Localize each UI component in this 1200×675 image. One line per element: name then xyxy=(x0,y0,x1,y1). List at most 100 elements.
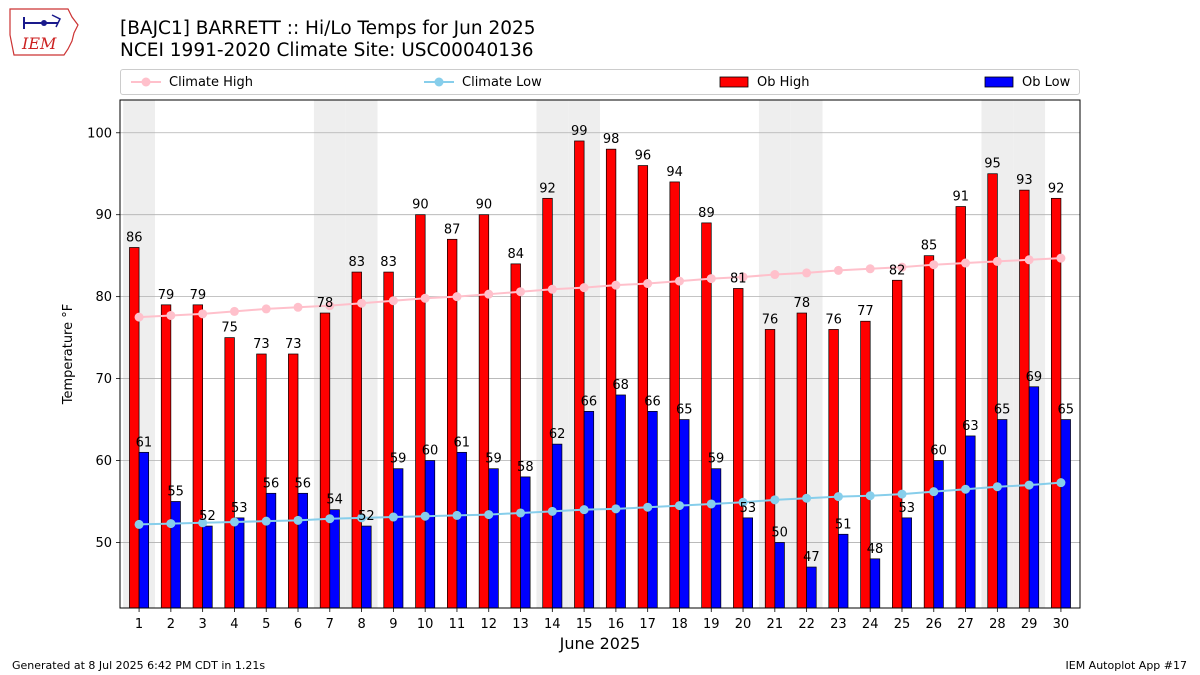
point-climate-low-18 xyxy=(674,501,684,511)
label-ob-low-19: 59 xyxy=(708,452,725,467)
point-climate-low-28 xyxy=(992,482,1002,492)
bar-ob-low-20 xyxy=(742,517,753,609)
chart-title: [BAJC1] BARRETT :: Hi/Lo Temps for Jun 2… xyxy=(120,18,536,39)
bar-ob-low-14 xyxy=(551,443,563,609)
bar-ob-low-10 xyxy=(424,460,436,609)
bar-ob-high-28 xyxy=(987,173,998,609)
label-ob-low-30: 65 xyxy=(1057,403,1074,418)
label-ob-low-11: 61 xyxy=(453,435,470,450)
bar-ob-high-21 xyxy=(764,329,776,609)
app-label: IEM Autoplot App #17 xyxy=(1065,659,1188,672)
point-climate-high-7 xyxy=(325,301,335,311)
point-climate-high-13 xyxy=(516,287,526,297)
label-ob-low-15: 66 xyxy=(581,394,598,409)
label-ob-low-1: 61 xyxy=(136,435,153,450)
point-climate-low-3 xyxy=(198,518,208,528)
xtick-label-1: 1 xyxy=(135,617,143,632)
legend-item-climate-high: Climate High xyxy=(131,74,253,90)
label-ob-low-14: 62 xyxy=(549,427,566,442)
xtick-label-17: 17 xyxy=(639,617,656,632)
xtick-label-6: 6 xyxy=(294,617,302,632)
label-ob-low-12: 59 xyxy=(485,452,502,467)
point-climate-low-8 xyxy=(357,513,367,523)
point-climate-low-22 xyxy=(802,493,812,503)
bar-ob-high-24 xyxy=(860,320,871,609)
label-ob-low-28: 65 xyxy=(994,403,1011,418)
point-climate-high-15 xyxy=(579,283,589,293)
bar-ob-low-3 xyxy=(202,525,213,609)
legend-swatch-ob-high xyxy=(719,76,749,88)
line-climate-low xyxy=(139,481,1062,526)
xtick-label-9: 9 xyxy=(389,617,397,632)
legend-label-ob-high: Ob High xyxy=(757,74,810,90)
label-ob-high-21: 76 xyxy=(762,312,779,327)
xtick-label-3: 3 xyxy=(199,617,207,632)
ytick-label-60: 60 xyxy=(95,454,112,469)
label-ob-low-20: 53 xyxy=(740,501,757,516)
label-ob-low-2: 55 xyxy=(167,484,184,499)
bar-ob-high-7 xyxy=(319,312,331,609)
point-climate-low-2 xyxy=(166,519,176,529)
label-ob-high-30: 92 xyxy=(1048,181,1065,196)
bar-ob-high-9 xyxy=(383,271,394,609)
label-ob-high-16: 98 xyxy=(603,132,620,147)
point-climate-high-20 xyxy=(738,272,748,282)
point-climate-high-4 xyxy=(229,306,239,316)
xtick-label-24: 24 xyxy=(862,617,879,632)
label-ob-high-4: 75 xyxy=(221,321,238,336)
point-climate-low-20 xyxy=(738,497,748,507)
xtick-label-16: 16 xyxy=(608,617,625,632)
point-climate-high-16 xyxy=(611,280,621,290)
legend-item-ob-low: Ob Low xyxy=(984,74,1070,90)
xtick-label-4: 4 xyxy=(230,617,238,632)
xtick-label-13: 13 xyxy=(512,617,529,632)
logo-text: IEM xyxy=(21,34,57,53)
label-ob-high-17: 96 xyxy=(635,149,652,164)
point-climate-low-16 xyxy=(611,504,621,514)
iem-logo: IEM xyxy=(8,5,80,59)
label-ob-high-26: 85 xyxy=(921,239,938,254)
point-climate-low-25 xyxy=(897,489,907,499)
xtick-label-22: 22 xyxy=(798,617,815,632)
point-climate-low-6 xyxy=(293,515,303,525)
point-climate-high-28 xyxy=(992,256,1002,266)
bar-ob-high-15 xyxy=(574,140,585,609)
bar-ob-low-18 xyxy=(679,419,690,609)
label-ob-low-7: 54 xyxy=(326,493,343,508)
label-ob-low-4: 53 xyxy=(231,501,248,516)
xtick-label-18: 18 xyxy=(671,617,688,632)
point-climate-high-10 xyxy=(420,293,430,303)
bar-ob-low-8 xyxy=(361,525,372,609)
bar-ob-high-8 xyxy=(351,271,362,609)
xtick-label-28: 28 xyxy=(989,617,1006,632)
point-climate-high-9 xyxy=(388,296,398,306)
label-ob-low-16: 68 xyxy=(612,378,629,393)
label-ob-high-2: 79 xyxy=(158,288,175,303)
point-climate-low-14 xyxy=(547,506,557,516)
point-climate-high-29 xyxy=(1024,255,1034,265)
point-climate-high-30 xyxy=(1056,253,1066,263)
bar-ob-low-26 xyxy=(933,460,944,609)
label-ob-low-17: 66 xyxy=(644,394,661,409)
point-climate-high-25 xyxy=(897,262,907,272)
label-ob-low-18: 65 xyxy=(676,403,693,418)
bar-ob-high-25 xyxy=(892,279,903,609)
label-ob-high-13: 84 xyxy=(507,247,524,262)
bar-ob-low-27 xyxy=(965,435,976,609)
xtick-label-27: 27 xyxy=(957,617,974,632)
point-climate-low-29 xyxy=(1024,480,1034,490)
legend-label-ob-low: Ob Low xyxy=(1022,74,1071,90)
bar-ob-low-7 xyxy=(329,509,340,609)
label-ob-high-6: 73 xyxy=(285,337,302,352)
point-climate-low-10 xyxy=(420,511,430,521)
point-climate-high-23 xyxy=(833,265,843,275)
label-ob-high-10: 90 xyxy=(412,198,429,213)
bar-ob-low-9 xyxy=(393,468,404,609)
xtick-label-26: 26 xyxy=(926,617,943,632)
bar-ob-low-4 xyxy=(234,517,245,609)
label-ob-high-9: 83 xyxy=(380,255,397,270)
point-climate-high-8 xyxy=(357,298,367,308)
label-ob-high-11: 87 xyxy=(444,222,461,237)
legend-label-climate-low: Climate Low xyxy=(462,74,542,90)
